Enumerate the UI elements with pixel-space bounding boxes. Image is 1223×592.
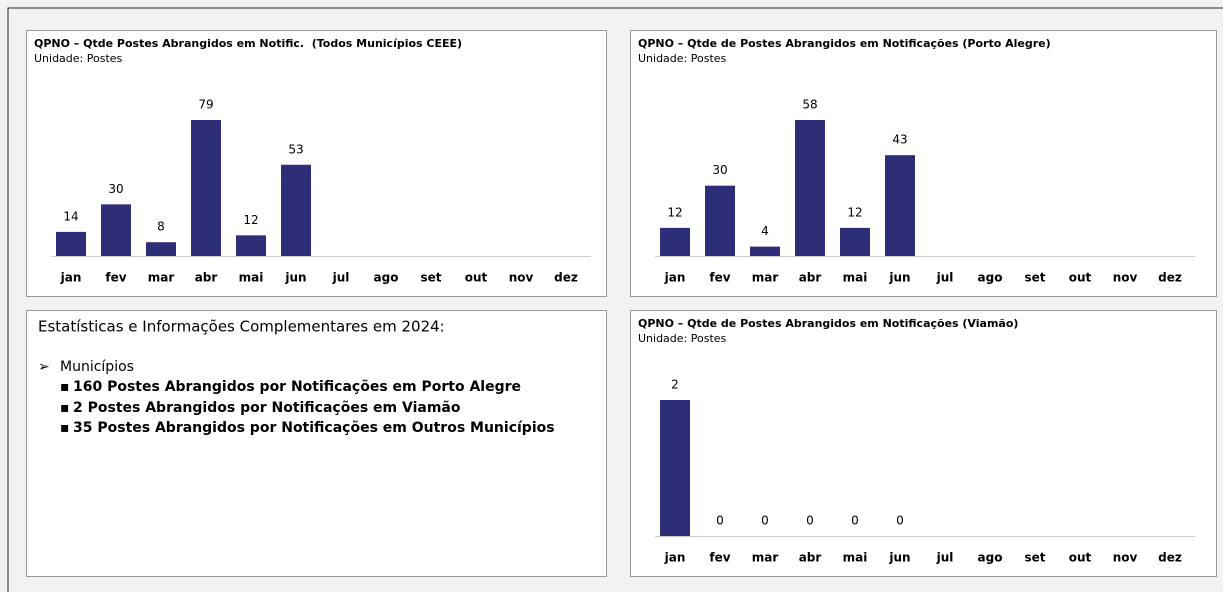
x-tick-label: nov	[1113, 551, 1138, 565]
bar	[101, 204, 131, 256]
chart-title: QPNO – Qtde de Postes Abrangidos em Noti…	[638, 317, 1018, 330]
x-tick-label: abr	[799, 271, 822, 285]
chart-title: QPNO – Qtde de Postes Abrangidos em Noti…	[638, 37, 1051, 50]
bullet: ▪	[60, 379, 70, 395]
data-label: 43	[892, 133, 907, 147]
bullet: ▪	[60, 400, 70, 416]
data-label: 58	[802, 98, 817, 112]
x-tick-label: mar	[752, 551, 779, 565]
info-item: 2 Postes Abrangidos por Notificações em …	[73, 400, 461, 416]
info-title: Estatísticas e Informações Complementare…	[38, 318, 445, 336]
info-item: 35 Postes Abrangidos por Notificações em…	[73, 420, 555, 436]
chart-subtitle: Unidade: Postes	[638, 332, 727, 345]
x-tick-label: jun	[888, 551, 910, 565]
x-tick-label: jan	[60, 271, 82, 285]
data-label: 4	[761, 224, 769, 238]
bar	[146, 242, 176, 256]
x-tick-label: jan	[664, 271, 686, 285]
bar	[191, 120, 221, 256]
info-heading: Municípios	[60, 359, 134, 375]
x-tick-label: jan	[664, 551, 686, 565]
data-label: 14	[63, 209, 78, 223]
bar	[885, 155, 915, 256]
x-tick-label: nov	[509, 271, 534, 285]
bar	[840, 227, 870, 256]
bullet: ▪	[60, 420, 70, 436]
x-tick-label: ago	[978, 271, 1003, 285]
bar	[705, 185, 735, 256]
bar	[660, 400, 690, 536]
x-tick-label: abr	[195, 271, 218, 285]
x-tick-label: nov	[1113, 271, 1138, 285]
chart-title: QPNO – Qtde Postes Abrangidos em Notific…	[34, 37, 462, 50]
data-label: 0	[851, 514, 859, 528]
x-tick-label: ago	[374, 271, 399, 285]
x-tick-label: out	[465, 271, 488, 285]
data-label: 12	[243, 213, 258, 227]
bar	[795, 120, 825, 256]
x-tick-label: out	[1069, 271, 1092, 285]
data-label: 0	[806, 514, 814, 528]
data-label: 30	[712, 163, 727, 177]
x-tick-label: fev	[709, 551, 730, 565]
x-tick-label: jun	[888, 271, 910, 285]
x-tick-label: mar	[148, 271, 175, 285]
x-tick-label: mai	[843, 271, 868, 285]
bar	[281, 164, 311, 256]
x-tick-label: jul	[936, 551, 954, 565]
bar	[750, 246, 780, 256]
data-label: 79	[198, 98, 213, 112]
x-tick-label: dez	[554, 271, 578, 285]
x-tick-label: jul	[332, 271, 350, 285]
arrow-bullet: ➢	[38, 359, 50, 375]
x-tick-label: dez	[1158, 551, 1182, 565]
x-tick-label: mai	[843, 551, 868, 565]
x-tick-label: ago	[978, 551, 1003, 565]
data-label: 12	[847, 205, 862, 219]
panel	[26, 310, 607, 577]
data-label: 53	[288, 142, 303, 156]
x-tick-label: fev	[105, 271, 126, 285]
data-label: 0	[716, 514, 724, 528]
bar	[56, 231, 86, 256]
data-label: 8	[157, 220, 165, 234]
x-tick-label: out	[1069, 551, 1092, 565]
data-label: 0	[761, 514, 769, 528]
x-tick-label: set	[1024, 551, 1045, 565]
x-tick-label: jun	[284, 271, 306, 285]
x-tick-label: dez	[1158, 271, 1182, 285]
x-tick-label: set	[1024, 271, 1045, 285]
info-item: 160 Postes Abrangidos por Notificações e…	[73, 379, 521, 395]
data-label: 12	[667, 205, 682, 219]
x-tick-label: fev	[709, 271, 730, 285]
bar	[660, 227, 690, 256]
x-tick-label: mar	[752, 271, 779, 285]
bar	[236, 235, 266, 256]
x-tick-label: mai	[239, 271, 264, 285]
x-tick-label: set	[420, 271, 441, 285]
panel	[630, 310, 1217, 577]
data-label: 30	[108, 182, 123, 196]
frame	[7, 7, 1223, 592]
x-tick-label: abr	[799, 551, 822, 565]
chart-subtitle: Unidade: Postes	[34, 52, 123, 65]
data-label: 0	[896, 514, 904, 528]
chart-subtitle: Unidade: Postes	[638, 52, 727, 65]
x-tick-label: jul	[936, 271, 954, 285]
data-label: 2	[671, 378, 679, 392]
